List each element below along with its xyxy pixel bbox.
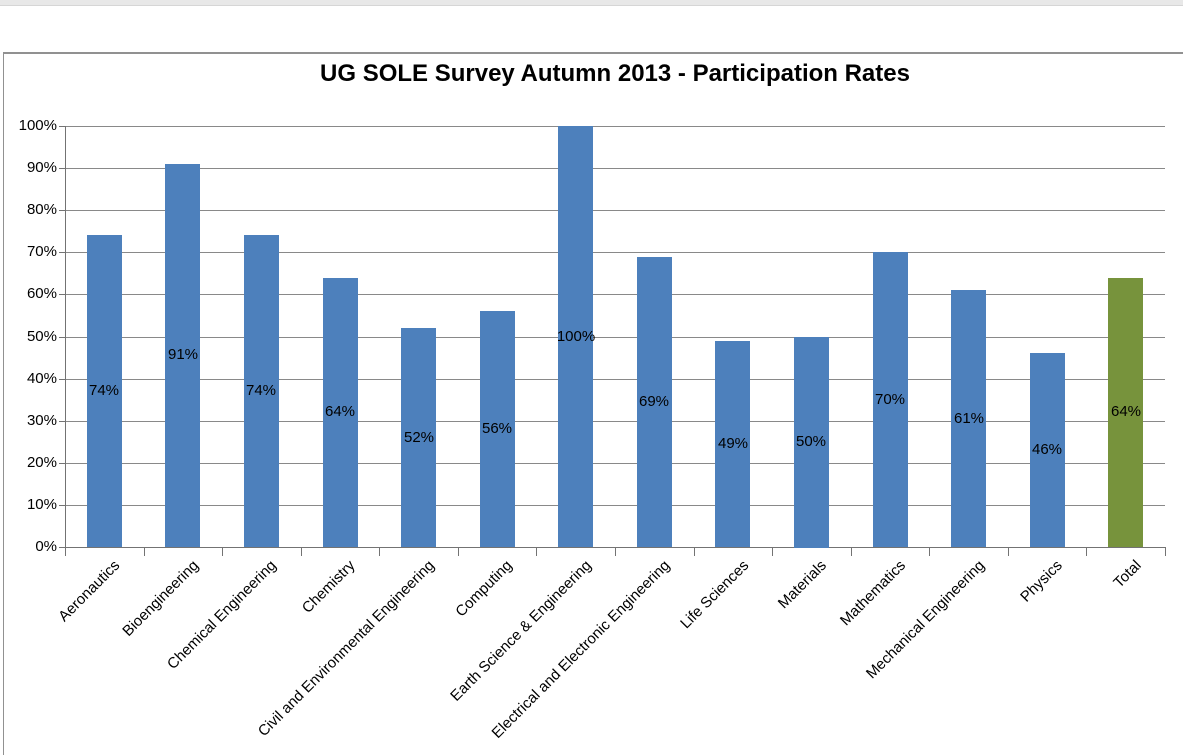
bar-data-label: 56%: [481, 420, 513, 437]
bar-aeronautics[interactable]: [87, 235, 122, 547]
x-axis-tick: [772, 548, 773, 556]
x-axis-tick: [379, 548, 380, 556]
x-axis-tick: [1086, 548, 1087, 556]
y-axis-tick: [59, 337, 65, 338]
y-axis-tick: [59, 547, 65, 548]
bar-electrical-and-electronic-engineering[interactable]: [637, 257, 672, 547]
bar-data-label: 100%: [556, 328, 596, 345]
bar-data-label: 49%: [717, 435, 749, 452]
x-axis-tick: [144, 548, 145, 556]
window-chrome-strip: [0, 0, 1183, 6]
bar-data-label: 46%: [1031, 441, 1063, 458]
bar-data-label: 74%: [245, 382, 277, 399]
bar-mathematics[interactable]: [873, 252, 908, 547]
bar-life-sciences[interactable]: [715, 341, 750, 547]
y-axis-line: [65, 126, 66, 547]
y-axis-label: 0%: [35, 538, 57, 555]
bar-data-label: 74%: [88, 382, 120, 399]
y-axis-label: 80%: [26, 201, 57, 218]
bar-data-label: 70%: [874, 391, 906, 408]
y-axis-tick: [59, 421, 65, 422]
x-axis-tick: [615, 548, 616, 556]
x-axis-tick: [536, 548, 537, 556]
y-axis-tick: [59, 252, 65, 253]
y-axis-label: 100%: [18, 117, 57, 134]
gridline-20%: [65, 463, 1165, 464]
x-axis-tick: [1165, 548, 1166, 556]
y-axis-tick: [59, 210, 65, 211]
bar-data-label: 64%: [1110, 403, 1142, 420]
gridline-100%: [65, 126, 1165, 127]
bar-data-label: 64%: [324, 403, 356, 420]
y-axis-label: 70%: [26, 243, 57, 260]
gridline-30%: [65, 421, 1165, 422]
x-axis-tick: [65, 548, 66, 556]
x-axis-tick: [851, 548, 852, 556]
bar-total[interactable]: [1108, 278, 1143, 547]
y-axis-tick: [59, 463, 65, 464]
bar-data-label: 50%: [795, 433, 827, 450]
gridline-90%: [65, 168, 1165, 169]
y-axis-tick: [59, 294, 65, 295]
x-axis-tick: [929, 548, 930, 556]
y-axis-tick: [59, 168, 65, 169]
y-axis-label: 30%: [26, 412, 57, 429]
gridline-40%: [65, 379, 1165, 380]
gridline-50%: [65, 337, 1165, 338]
x-axis-tick: [1008, 548, 1009, 556]
y-axis-label: 60%: [26, 285, 57, 302]
y-axis-label: 50%: [26, 328, 57, 345]
gridline-70%: [65, 252, 1165, 253]
bar-earth-science-engineering[interactable]: [558, 126, 593, 547]
bar-data-label: 91%: [167, 346, 199, 363]
bar-data-label: 69%: [638, 393, 670, 410]
bar-chemical-engineering[interactable]: [244, 235, 279, 547]
y-axis-tick: [59, 379, 65, 380]
chart-title: UG SOLE Survey Autumn 2013 - Participati…: [320, 60, 910, 87]
y-axis-label: 20%: [26, 454, 57, 471]
gridline-80%: [65, 210, 1165, 211]
bar-bioengineering[interactable]: [165, 164, 200, 547]
bar-chemistry[interactable]: [323, 278, 358, 547]
x-axis-tick: [301, 548, 302, 556]
x-axis-tick: [222, 548, 223, 556]
y-axis-tick: [59, 505, 65, 506]
bar-materials[interactable]: [794, 337, 829, 548]
bar-physics[interactable]: [1030, 353, 1065, 547]
y-axis-label: 10%: [26, 496, 57, 513]
gridline-10%: [65, 505, 1165, 506]
bar-computing[interactable]: [480, 311, 515, 547]
x-axis-tick: [458, 548, 459, 556]
bar-data-label: 61%: [953, 410, 985, 427]
x-axis-tick: [694, 548, 695, 556]
x-axis-line: [65, 547, 1166, 548]
bar-mechanical-engineering[interactable]: [951, 290, 986, 547]
bar-data-label: 52%: [403, 429, 435, 446]
gridline-60%: [65, 294, 1165, 295]
y-axis-label: 40%: [26, 370, 57, 387]
y-axis-tick: [59, 126, 65, 127]
bar-civil-and-environmental-engineering[interactable]: [401, 328, 436, 547]
y-axis-label: 90%: [26, 159, 57, 176]
